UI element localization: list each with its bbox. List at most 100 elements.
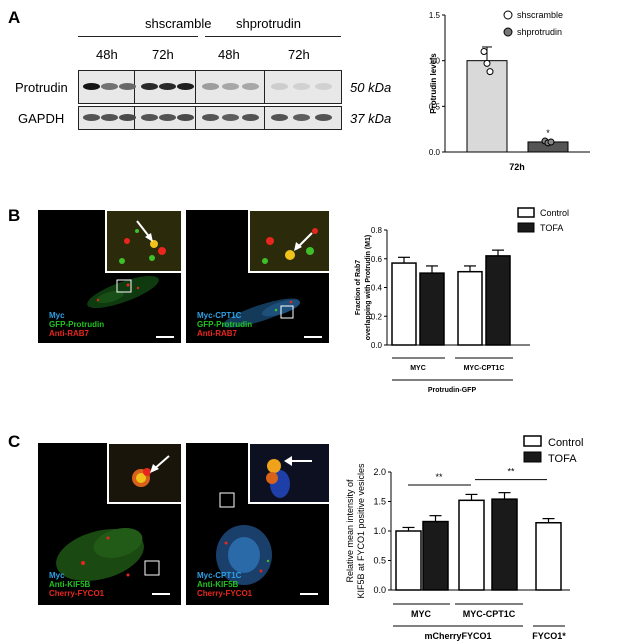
row-label-gapdh: GAPDH — [18, 111, 65, 126]
significance-marker: * — [546, 128, 550, 138]
legend-b-left-rab7: Anti-RAB7 — [49, 329, 89, 338]
protrudin-band — [242, 83, 259, 90]
y-axis-label: Protrudin levels — [429, 53, 438, 114]
time-label-3: 48h — [218, 47, 240, 62]
gapdh-band — [159, 114, 176, 121]
protrudin-band — [119, 83, 136, 90]
bar-shscramble — [466, 60, 508, 153]
time-label-2: 72h — [152, 47, 174, 62]
gapdh-band — [271, 114, 288, 121]
time-label-4: 72h — [288, 47, 310, 62]
legend-c-left-fyco1: Cherry-FYCO1 — [49, 589, 105, 598]
y-tick-label: 2.0 — [373, 467, 386, 477]
gapdh-band — [315, 114, 332, 121]
protrudin-band — [293, 83, 310, 90]
legend-marker-shprotrudin — [503, 27, 513, 37]
bar-Control-FYCO1* — [535, 521, 562, 591]
gapdh-band — [222, 114, 239, 121]
legend-marker-shscramble — [503, 10, 513, 20]
legend-c-right-kif5b: Anti-KIF5B — [197, 580, 239, 589]
y-tick-label: 1.5 — [373, 497, 386, 507]
panel-a-label: A — [8, 8, 21, 27]
legend-c-left-myc: Myc — [49, 571, 65, 580]
y-axis-label-2: KIF5B at FYCO1 positive vesicles — [356, 463, 366, 599]
group-label-shscramble: shscramble — [145, 16, 212, 31]
legend-c-right-fyco1: Cherry-FYCO1 — [197, 589, 253, 598]
micrograph-b-myc-cpt1c: Myc-CPT1C GFP-Protrudin Anti-RAB7 — [186, 210, 329, 343]
significance-marker: ** — [435, 472, 443, 482]
western-blot-gapdh — [78, 106, 342, 130]
y-axis-label-1: Fraction of Rab7 — [355, 260, 362, 315]
significance-marker: ** — [507, 467, 515, 477]
y-tick-label: 0.4 — [371, 284, 383, 293]
protrudin-band — [271, 83, 288, 90]
western-blot-protrudin — [78, 70, 342, 104]
data-point — [480, 48, 488, 56]
protrudin-band — [83, 83, 100, 90]
legend-c-right-myc: Myc-CPT1C — [197, 571, 242, 580]
y-tick-label: 0.8 — [371, 226, 383, 235]
protrudin-band — [315, 83, 332, 90]
kda-label-50: 50 kDa — [350, 80, 392, 95]
panel-c-label: C — [8, 432, 21, 451]
bar-Control-MYC-CPT1C — [457, 270, 483, 346]
legend-b-left-myc: Myc — [49, 311, 65, 320]
gapdh-band — [101, 114, 118, 121]
group-label: mCherryFYCO1 — [424, 631, 491, 641]
chart-kif5b-intensity: 0.0 0.5 1.0 1.5 2.0 Relative mean intensity o… — [345, 435, 583, 641]
kda-label-37: 37 kDa — [350, 111, 392, 126]
y-axis-label-2: overlapping with Protrudin (M1) — [365, 235, 372, 340]
x-category-label: 72h — [509, 162, 525, 172]
legend-b-right-myc: Myc-CPT1C — [197, 311, 242, 320]
micrograph-c-myc-cpt1c: Myc-CPT1C Anti-KIF5B Cherry-FYCO1 — [186, 443, 329, 605]
chart-protrudin-levels: 0.0 0.5 1.0 1.5 Protrudin levels * 72h shscramb… — [429, 10, 590, 172]
legend-label-shscramble: shscramble — [517, 10, 563, 20]
scale-bar — [152, 593, 170, 595]
group-label: Protrudin-GFP — [428, 387, 477, 394]
y-tick-label: 0.6 — [371, 255, 383, 264]
y-tick-label: 1.5 — [429, 11, 441, 20]
gapdh-band — [242, 114, 259, 121]
y-tick-label: 0.0 — [373, 585, 386, 595]
row-label-protrudin: Protrudin — [15, 80, 68, 95]
y-tick-label: 0.2 — [371, 312, 383, 321]
bar-TOFA-MYC — [419, 272, 445, 346]
zoom-inset-b-right — [248, 210, 329, 273]
gapdh-band — [202, 114, 219, 121]
gapdh-band — [141, 114, 158, 121]
y-tick-label: 1.0 — [373, 526, 386, 536]
group-line-2 — [205, 36, 341, 37]
scale-bar — [304, 336, 322, 338]
x-category-label: MYC — [410, 365, 426, 372]
micrograph-b-myc: Myc GFP-Protrudin Anti-RAB7 — [38, 210, 181, 343]
legend-marker-tofa — [523, 451, 542, 463]
gapdh-band — [119, 114, 136, 121]
time-label-1: 48h — [96, 47, 118, 62]
bar-Control-MYC — [391, 262, 417, 346]
legend-b-left-gfp: GFP-Protrudin — [49, 320, 105, 329]
bar-Control-MYC-CPT1C — [458, 499, 485, 591]
data-point — [547, 138, 555, 146]
group-label-shprotrudin: shprotrudin — [236, 16, 302, 31]
protrudin-band — [159, 83, 176, 90]
bar-TOFA-MYC-CPT1C — [485, 255, 511, 346]
bar-TOFA-MYC — [422, 520, 449, 591]
panel-b-label: B — [8, 206, 21, 225]
legend-b-right-gfp: GFP-Protrudin — [197, 320, 253, 329]
y-tick-label: 1.0 — [429, 57, 441, 66]
legend-marker-control — [517, 207, 535, 218]
y-axis-label-1: Relative mean intensity of — [345, 479, 355, 583]
chart-rab7-overlap: 0.0 0.2 0.4 0.6 0.8 Fraction of Rab7 overlappi… — [355, 207, 569, 394]
x-category-label: MYC-CPT1C — [464, 365, 505, 372]
protrudin-band — [222, 83, 239, 90]
gapdh-band — [177, 114, 194, 121]
legend-marker-tofa — [517, 222, 535, 233]
group-line-1 — [78, 36, 198, 37]
protrudin-band — [101, 83, 118, 90]
legend-label-tofa: TOFA — [540, 223, 563, 233]
legend-c-left-kif5b: Anti-KIF5B — [49, 580, 91, 589]
gapdh-band — [83, 114, 100, 121]
y-tick-label: 0.5 — [429, 102, 441, 111]
protrudin-band — [202, 83, 219, 90]
zoom-inset-c-right — [248, 443, 329, 504]
